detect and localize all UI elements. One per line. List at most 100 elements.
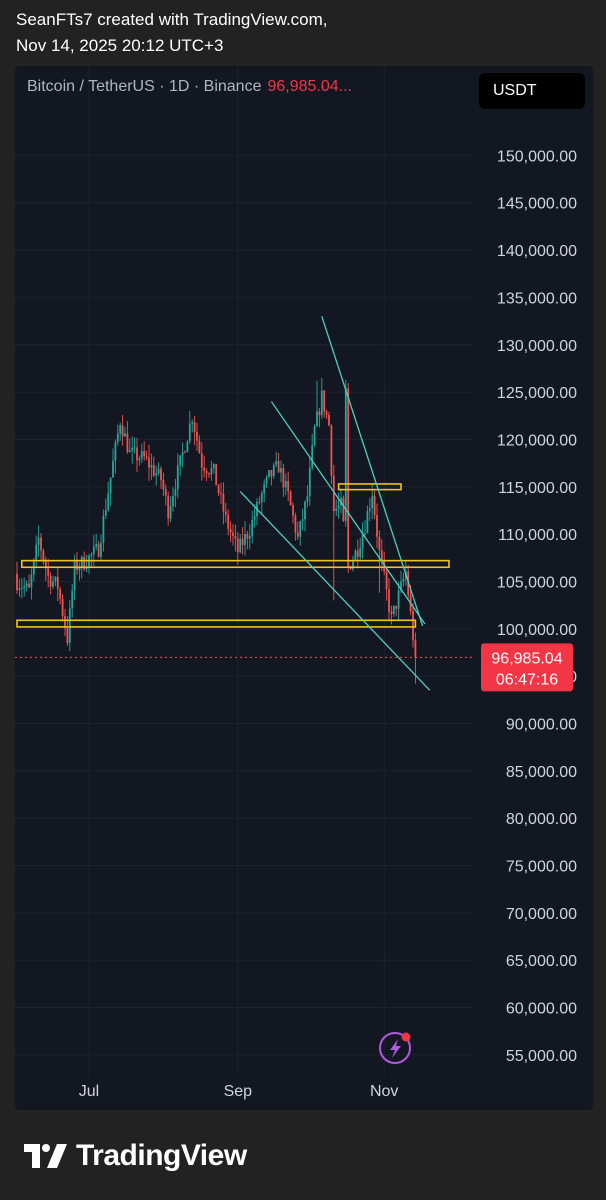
- candle-body: [186, 441, 189, 453]
- candle-body: [380, 550, 383, 561]
- candle-body: [30, 574, 33, 588]
- candle-body: [210, 468, 213, 475]
- candle-body: [342, 497, 345, 522]
- candle-body: [311, 445, 314, 468]
- candle-body: [292, 505, 294, 516]
- candle-body: [364, 532, 366, 535]
- candle-body: [229, 528, 232, 533]
- candle-body: [138, 458, 141, 461]
- candle-body: [337, 505, 340, 509]
- candle-body: [136, 447, 138, 461]
- y-tick-label: 145,000.00: [497, 196, 577, 213]
- candle-body: [124, 433, 126, 437]
- candle-body: [42, 550, 45, 561]
- y-tick-label: 65,000.00: [506, 953, 577, 970]
- symbol-info[interactable]: Bitcoin / TetherUS · 1D · Binance 96,985.…: [27, 78, 352, 96]
- candle-body: [35, 544, 38, 560]
- candle-body: [253, 516, 256, 520]
- horizontal-zones[interactable]: [16, 483, 450, 628]
- y-tick-label: 80,000.00: [506, 811, 577, 828]
- candle-body: [366, 511, 369, 533]
- horizontal-zone: [16, 619, 417, 628]
- candle-body: [263, 483, 266, 494]
- candle-body: [71, 590, 74, 609]
- x-tick-label: Nov: [370, 1083, 398, 1100]
- candle-body: [200, 453, 203, 468]
- candle-body: [52, 581, 54, 587]
- candle-body: [332, 475, 335, 511]
- candle-body: [44, 560, 47, 569]
- candle-body: [361, 534, 364, 549]
- candle-body: [390, 611, 393, 614]
- tradingview-wordmark: TradingView: [76, 1139, 247, 1172]
- candle-body: [232, 532, 234, 536]
- candle-body: [37, 537, 40, 545]
- candle-body: [191, 422, 194, 424]
- candle-body: [164, 489, 167, 496]
- candle-body: [85, 567, 88, 570]
- candle-body: [344, 388, 347, 522]
- candle-body: [102, 515, 105, 543]
- candle-body: [220, 492, 222, 494]
- candle-body: [308, 467, 311, 497]
- candle-body: [119, 425, 122, 434]
- candle-body: [378, 536, 381, 551]
- trendline: [270, 401, 426, 625]
- y-tick-label: 70,000.00: [506, 906, 577, 923]
- candle-body: [400, 581, 402, 591]
- candle-body: [265, 476, 268, 484]
- candle-body: [217, 485, 220, 493]
- candle-body: [140, 450, 143, 459]
- axes: Jul Sep Nov 55,000.00 60,000.00 65,000.00 70,0…: [79, 148, 577, 1100]
- candle-body: [47, 568, 50, 576]
- candle-body: [282, 468, 285, 488]
- x-tick-label: Sep: [224, 1083, 253, 1100]
- y-tick-label: 75,000.00: [506, 859, 577, 876]
- candle-body: [294, 515, 297, 533]
- candle-body: [107, 493, 110, 511]
- price-badge: 96,985.04 06:47:16: [481, 643, 573, 692]
- candle-body: [143, 450, 146, 457]
- y-tick-label: 105,000.00: [497, 574, 577, 591]
- y-tick-label: 100,000.00: [497, 622, 577, 639]
- candle-body: [359, 548, 362, 557]
- candle-body: [92, 546, 95, 555]
- candle-body: [241, 538, 244, 546]
- candle-body: [280, 468, 282, 473]
- candle-body: [131, 447, 134, 451]
- candle-body: [354, 550, 357, 561]
- grid: [15, 66, 473, 1076]
- candle-body: [56, 576, 59, 589]
- candlestick-chart[interactable]: Jul Sep Nov 55,000.00 60,000.00 65,000.00 70,0…: [15, 66, 593, 1110]
- candle-body: [97, 543, 100, 557]
- candle-body: [383, 560, 386, 572]
- candle-body: [184, 451, 186, 453]
- candle-body: [356, 550, 359, 557]
- flash-button[interactable]: [379, 1032, 411, 1064]
- candle-body: [313, 426, 316, 446]
- y-tick-label: 115,000.00: [498, 480, 577, 497]
- candle-body: [272, 464, 275, 477]
- trendlines[interactable]: [239, 316, 431, 691]
- trendline: [239, 491, 431, 691]
- candle-body: [114, 442, 117, 461]
- chart-panel[interactable]: Jul Sep Nov 55,000.00 60,000.00 65,000.00 70,0…: [15, 66, 593, 1110]
- y-tick-label: 150,000.00: [497, 148, 577, 165]
- currency-button[interactable]: USDT: [479, 73, 585, 109]
- candle-body: [160, 468, 162, 481]
- candle-body: [150, 465, 153, 468]
- candle-body: [193, 422, 196, 432]
- candle-body: [325, 411, 328, 415]
- candle-body: [76, 559, 78, 571]
- price-badge-bg: [481, 643, 573, 692]
- y-tick-label: 130,000.00: [497, 338, 577, 355]
- candle-body: [328, 414, 330, 426]
- candle-body: [212, 464, 215, 469]
- candle-body: [323, 390, 326, 412]
- candle-body: [320, 390, 323, 416]
- candle-body: [179, 455, 182, 466]
- attribution-line: SeanFTs7 created with TradingView.com,: [16, 10, 328, 29]
- candle-body: [66, 628, 69, 643]
- candle-body: [80, 556, 83, 568]
- candle-body: [59, 588, 62, 599]
